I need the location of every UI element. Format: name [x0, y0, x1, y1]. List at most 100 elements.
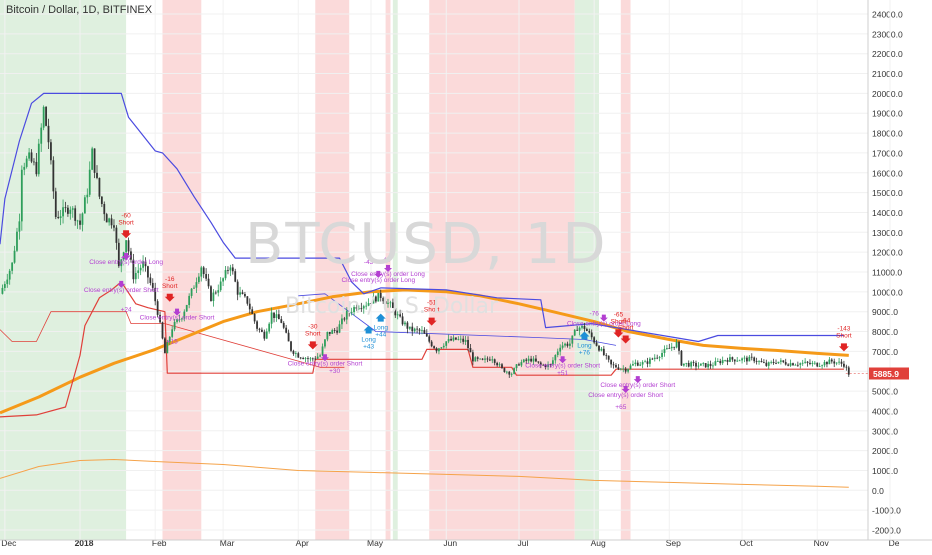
candle-body [341, 318, 343, 325]
close-arrow-icon [374, 270, 383, 278]
candle-body [530, 358, 532, 362]
short-label: Short [611, 319, 627, 326]
inner-upper-channel-line [298, 293, 617, 346]
candle-body [467, 339, 469, 349]
short-label: Short [162, 283, 178, 290]
candle-body [481, 358, 484, 360]
candle-body [28, 152, 31, 159]
candle-body [537, 361, 540, 363]
candle-body [164, 338, 166, 354]
candle-body [321, 346, 324, 356]
candle-body [518, 364, 520, 366]
candle-body [304, 358, 307, 360]
candle-body [615, 365, 617, 368]
candle-body [173, 321, 176, 330]
candle-body [256, 321, 258, 329]
candle-body [598, 345, 600, 351]
candle-body [770, 361, 773, 363]
candle-body [680, 350, 683, 366]
candle-body [333, 330, 336, 331]
close-arrow-icon [633, 376, 642, 384]
candle-body [149, 277, 152, 283]
candle-body [81, 213, 84, 225]
candle-body [457, 339, 460, 340]
close-label: Close entry(s) order Short [288, 360, 363, 367]
candle-body [71, 208, 74, 210]
candle-body [833, 361, 836, 364]
candle-body [404, 322, 406, 325]
candle-body [634, 362, 637, 365]
candle-body [20, 169, 23, 222]
candle-body [784, 362, 787, 365]
candle-body [515, 364, 518, 369]
candle-body [411, 326, 414, 332]
candle-body [372, 296, 375, 304]
candle-body [229, 267, 232, 271]
candle-body [554, 354, 557, 361]
candle-body [622, 368, 625, 370]
y-tick-label: 4000.0 [872, 406, 898, 416]
candle-body [508, 371, 511, 375]
short-label: Short [424, 307, 440, 314]
candle-body [37, 143, 40, 175]
candle-body [510, 373, 513, 375]
candle-body [268, 323, 271, 332]
candle-body [103, 203, 106, 215]
close-arrow-icon [117, 280, 126, 288]
candle-body [212, 292, 215, 301]
candle-body [110, 218, 113, 226]
candle-body [561, 345, 564, 348]
close-label: Close entry(s) order Short [84, 287, 159, 294]
x-tick-label: 2018 [75, 538, 94, 548]
watermark-description: Bitcoin / U.S. Dollar [285, 294, 499, 319]
candle-body [743, 357, 746, 359]
inner-lower-channel-line [0, 311, 345, 368]
y-tick-label: 19000.0 [872, 109, 903, 119]
candle-body [251, 309, 254, 314]
candle-body [525, 359, 528, 361]
candle-body [244, 293, 246, 297]
candle-body [144, 261, 147, 267]
close-arrow-icon [599, 314, 608, 322]
candle-body [641, 362, 644, 365]
y-tick-label: 2000.0 [872, 446, 898, 456]
value-label: +15 [167, 338, 178, 345]
candle-body [59, 216, 62, 219]
candle-body [590, 332, 593, 338]
x-tick-label: May [367, 538, 384, 548]
candle-body [762, 362, 765, 363]
candle-body [775, 362, 777, 364]
candle-body [147, 266, 149, 278]
candle-body [408, 326, 411, 329]
candle-body [661, 352, 663, 357]
candle-body [639, 364, 642, 366]
candle-body [658, 356, 661, 358]
candle-body [328, 331, 331, 334]
candle-body [581, 325, 583, 328]
short-label: -60 [121, 212, 131, 219]
candle-body [605, 354, 608, 356]
y-tick-label: 8000.0 [872, 327, 898, 337]
candle-body [838, 361, 840, 363]
candle-body [498, 364, 501, 366]
long-label: +43 [363, 344, 374, 351]
long-label: Long [374, 325, 389, 332]
candle-body [535, 358, 537, 362]
candle-body [222, 278, 225, 282]
candle-body [207, 278, 210, 287]
candle-body [115, 227, 118, 243]
y-tick-label: 15000.0 [872, 188, 903, 198]
short-arrow-icon [613, 329, 624, 338]
candle-body [83, 197, 86, 214]
short-label: Short [305, 330, 321, 337]
candle-body [57, 216, 60, 219]
candle-body [205, 274, 208, 279]
candle-body [496, 362, 499, 366]
sma-line [0, 288, 849, 415]
x-tick-label: Jun [443, 538, 457, 548]
candle-body [697, 365, 700, 367]
candle-body [389, 302, 392, 304]
candle-body [139, 267, 142, 271]
